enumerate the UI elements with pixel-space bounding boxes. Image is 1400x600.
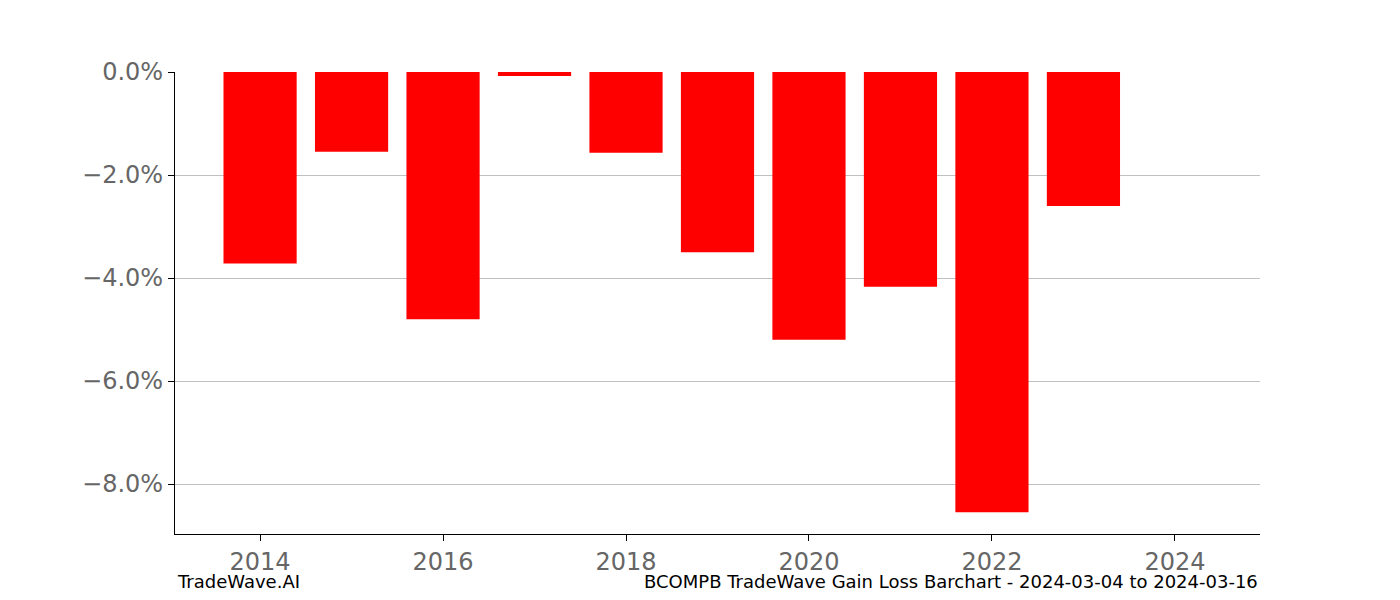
- svg-text:2022: 2022: [961, 548, 1022, 576]
- svg-text:−4.0%: −4.0%: [82, 264, 163, 292]
- svg-text:2020: 2020: [778, 548, 839, 576]
- svg-text:2024: 2024: [1144, 548, 1205, 576]
- svg-text:2018: 2018: [595, 548, 656, 576]
- svg-text:2016: 2016: [413, 548, 474, 576]
- svg-text:0.0%: 0.0%: [102, 58, 163, 86]
- svg-text:2014: 2014: [230, 548, 291, 576]
- svg-text:−8.0%: −8.0%: [82, 470, 163, 498]
- svg-text:−6.0%: −6.0%: [82, 367, 163, 395]
- svg-text:TradeWave.AI: TradeWave.AI: [177, 571, 300, 592]
- svg-text:−2.0%: −2.0%: [82, 161, 163, 189]
- svg-text:BCOMPB TradeWave Gain Loss Bar: BCOMPB TradeWave Gain Loss Barchart - 20…: [644, 571, 1258, 592]
